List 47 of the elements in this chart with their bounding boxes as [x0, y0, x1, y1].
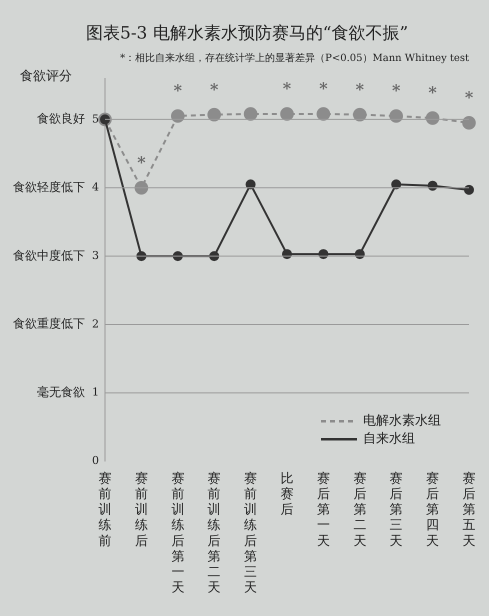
y-tick-label: 1 [92, 386, 99, 399]
ref-line-label: 食欲重度低下 [13, 316, 85, 331]
data-label: * [319, 79, 328, 98]
point [462, 116, 476, 130]
text: *：相比自来水组，存在统计学上的显著差异（P<0.05）Mann Whitney test [120, 52, 469, 64]
point [353, 108, 367, 122]
point [246, 179, 256, 190]
data-label: * [356, 80, 365, 99]
x-tick-label: 赛前训练前 [98, 470, 112, 549]
x-tick-label: 赛前训练后第二天 [208, 470, 221, 596]
y-tick-label: 0 [92, 454, 99, 468]
x-tick-label: 赛前训练后第一天 [171, 470, 184, 596]
chart-title: 图表5-3 电解水素水预防赛马的“食欲不振” [86, 24, 408, 44]
data-label: * [174, 81, 183, 100]
legend-label: 自来水组 [363, 432, 415, 447]
y-tick-label: 2 [92, 317, 99, 330]
point [316, 107, 330, 121]
x-tick-label: 赛后第一天 [316, 470, 330, 549]
point [244, 107, 258, 121]
y-axis-title: 食欲评分 [20, 68, 72, 84]
x-tick-label: 赛前训练后第三天 [244, 470, 258, 596]
point [389, 109, 403, 123]
x-tick-label: 赛后第二天 [353, 470, 366, 549]
x-tick-label: 赛后第三天 [390, 470, 403, 549]
y-tick-label: 4 [92, 180, 99, 194]
ref-line-label: 食欲良好 [37, 112, 85, 126]
point [391, 179, 402, 190]
data-label: * [464, 88, 474, 107]
x-tick-label: 赛前训练后 [134, 470, 148, 549]
x-tick-label: 赛后第五天 [462, 470, 476, 549]
x-tick-label: 比赛后 [280, 471, 294, 518]
point [280, 107, 294, 121]
data-label: * [282, 79, 292, 98]
data-label: * [392, 81, 402, 100]
ref-line-label: 食欲轻度低下 [13, 180, 85, 194]
point [171, 109, 185, 123]
ref-line-label: 毫无食欲 [37, 384, 85, 399]
y-tick-label: 3 [92, 248, 99, 262]
point [207, 108, 221, 122]
data-label: * [428, 83, 438, 102]
point [464, 184, 474, 195]
data-label: * [210, 80, 220, 99]
ref-line-label: 食欲中度低下 [13, 248, 85, 262]
y-tick-label: 5 [92, 112, 99, 126]
legend-label: 电解水素水组 [363, 414, 441, 429]
data-label: * [137, 152, 146, 172]
x-tick-label: 赛后第四天 [426, 470, 440, 549]
